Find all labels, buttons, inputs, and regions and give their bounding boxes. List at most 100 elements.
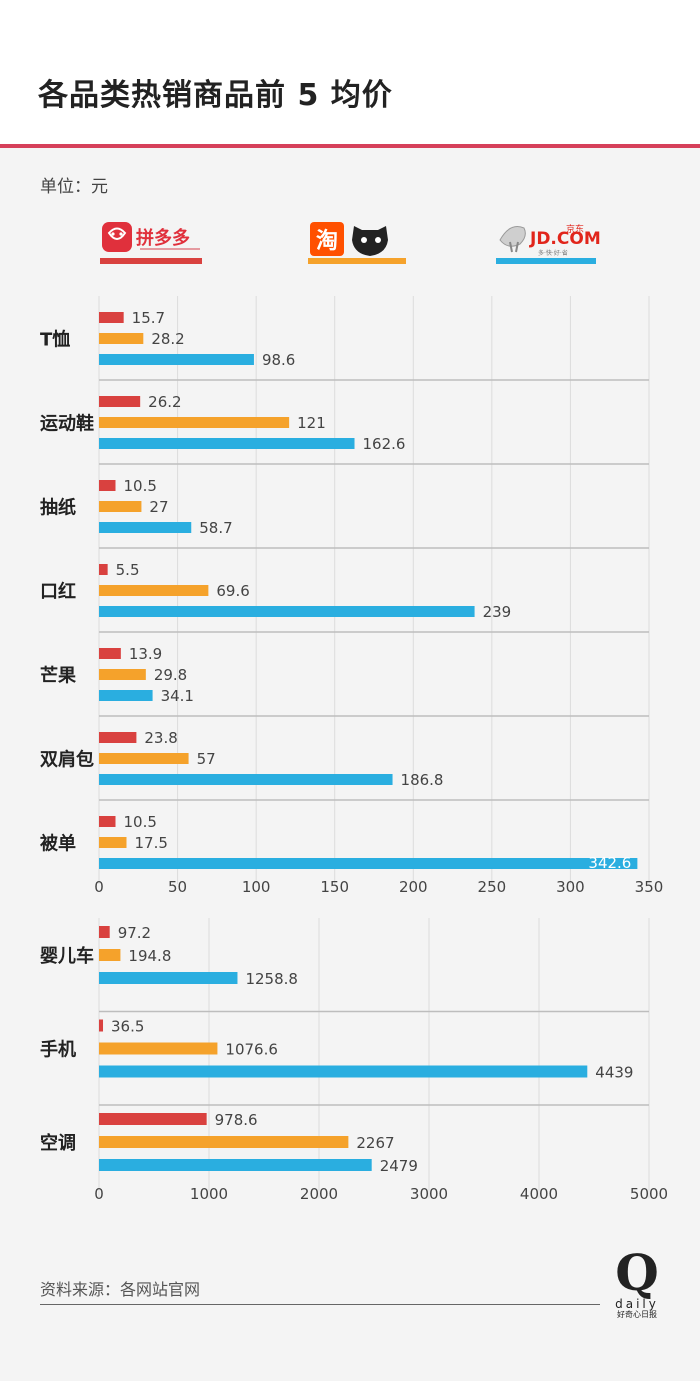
source-note: 资料来源：各网站官网 (40, 1280, 201, 1299)
unit-label: 单位：元 (40, 177, 108, 197)
jd-logo-cn: 京东 (566, 223, 584, 235)
bar-pdd (99, 312, 124, 323)
jd-logo-slogan: 多·快·好·省 (538, 249, 568, 257)
data-label: 69.6 (216, 582, 249, 600)
bar-taobao (99, 753, 189, 764)
qdaily-logo: Q daily 好奇心日报 (612, 1248, 662, 1320)
data-label: 10.5 (124, 813, 157, 831)
bar-pdd (99, 732, 137, 743)
bar-pdd (99, 480, 116, 491)
data-label: 23.8 (144, 729, 177, 747)
qdaily-logo-word: daily (615, 1297, 659, 1311)
bar-taobao (99, 949, 121, 961)
data-label: 194.8 (128, 947, 171, 965)
data-label: 978.6 (215, 1111, 258, 1129)
tick-label: 200 (399, 878, 428, 896)
data-label: 4439 (595, 1064, 633, 1082)
tick-label: 350 (635, 878, 664, 896)
category-label: T恤 (40, 329, 70, 351)
category-label: 空调 (40, 1132, 76, 1154)
data-label: 15.7 (132, 309, 165, 327)
bar-pdd (99, 564, 108, 575)
data-label: 27 (149, 498, 168, 516)
data-label: 2267 (356, 1134, 394, 1152)
bar-pdd (99, 1113, 207, 1125)
bar-jd (99, 354, 254, 365)
bar-pdd (99, 648, 121, 659)
data-label: 17.5 (135, 834, 168, 852)
bar-charts: 0 50 100 150 200 250 300 350 T恤 15.7 28.2 98.6 运动鞋 26… (40, 296, 668, 1203)
data-label: 57 (197, 750, 216, 768)
page-title: 各品类热销商品前 5 均价 (38, 78, 393, 113)
bar-jd (99, 858, 638, 869)
bar-jd (99, 690, 153, 701)
bar-jd (99, 1159, 372, 1171)
category-label: 口红 (40, 581, 76, 603)
tick-label: 4000 (520, 1185, 558, 1203)
bar-jd (99, 774, 393, 785)
bar-pdd (99, 1019, 104, 1032)
pdd-logo-icon: 拼多多 (100, 222, 202, 264)
data-label: 10.5 (124, 477, 157, 495)
data-label: 342.6 (588, 854, 631, 872)
tick-label: 0 (94, 1185, 104, 1203)
category-label: 手机 (40, 1039, 76, 1061)
tick-label: 250 (478, 878, 507, 896)
data-label: 1076.6 (225, 1041, 278, 1059)
bar-jd (99, 522, 192, 533)
jd-logo-icon: JD.COM 京东 多·快·好·省 (496, 223, 601, 264)
data-label: 2479 (380, 1157, 418, 1175)
bar-pdd (99, 926, 110, 938)
legend-taobao: 淘 (308, 218, 408, 270)
category-label: 抽纸 (40, 497, 76, 519)
bar-jd (99, 1065, 588, 1078)
bar-jd (99, 972, 238, 984)
tick-label: 150 (320, 878, 349, 896)
tick-label: 50 (168, 878, 187, 896)
category-label: 婴儿车 (40, 945, 94, 967)
bar-taobao (99, 501, 142, 512)
data-label: 1258.8 (245, 970, 298, 988)
tick-label: 2000 (300, 1185, 338, 1203)
legend-pdd: 拼多多 (100, 218, 204, 270)
bar-taobao (99, 417, 290, 428)
category-label: 运动鞋 (40, 413, 94, 435)
category-label: 芒果 (40, 665, 77, 687)
taobao-logo-text: 淘 (316, 228, 338, 254)
data-label: 186.8 (401, 771, 444, 789)
bar-jd (99, 606, 475, 617)
data-label: 5.5 (116, 561, 140, 579)
data-label: 121 (297, 414, 326, 432)
data-label: 13.9 (129, 645, 162, 663)
data-label: 58.7 (199, 519, 232, 537)
category-label: 双肩包 (40, 749, 94, 771)
data-label: 36.5 (111, 1018, 144, 1036)
tick-label: 0 (94, 878, 104, 896)
tick-label: 300 (556, 878, 585, 896)
legend-jd: JD.COM 京东 多·快·好·省 (496, 218, 601, 270)
bar-taobao (99, 837, 127, 848)
category-label: 被单 (40, 833, 76, 855)
bar-jd (99, 438, 355, 449)
data-label: 98.6 (262, 351, 295, 369)
bar-taobao (99, 1042, 218, 1055)
data-label: 162.6 (363, 435, 406, 453)
bar-pdd (99, 396, 141, 407)
footer-divider (40, 1304, 600, 1305)
data-label: 34.1 (161, 687, 194, 705)
bar-pdd (99, 816, 116, 827)
tick-label: 5000 (630, 1185, 668, 1203)
taobao-logo-icon: 淘 (308, 222, 406, 264)
pdd-logo-text: 拼多多 (136, 227, 190, 249)
data-label: 28.2 (151, 330, 184, 348)
qdaily-logo-cn: 好奇心日报 (617, 1310, 657, 1319)
data-label: 26.2 (148, 393, 181, 411)
bar-taobao (99, 669, 146, 680)
tick-label: 1000 (190, 1185, 228, 1203)
bar-taobao (99, 585, 209, 596)
jd-logo-text: JD.COM (529, 229, 600, 249)
bar-taobao (99, 1136, 349, 1148)
data-label: 29.8 (154, 666, 187, 684)
tick-label: 3000 (410, 1185, 448, 1203)
data-label: 239 (483, 603, 512, 621)
